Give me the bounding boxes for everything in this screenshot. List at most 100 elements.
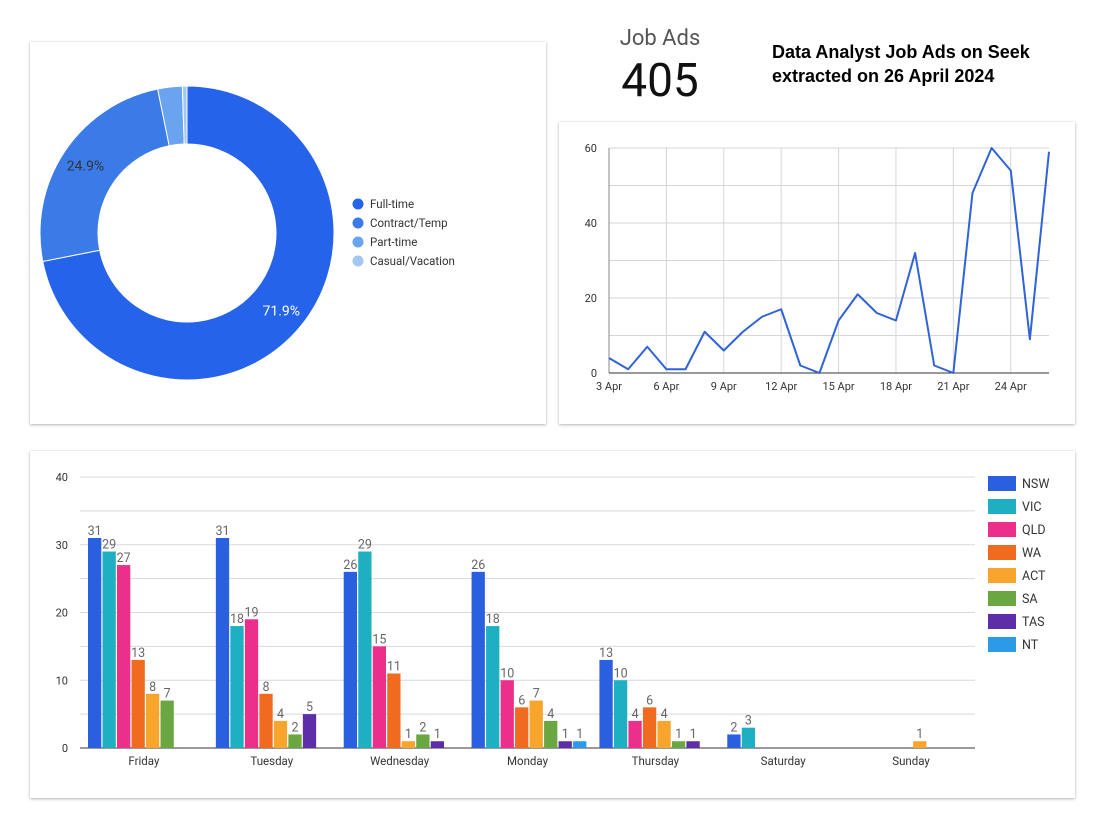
legend-label-nt: NT bbox=[1022, 638, 1039, 653]
legend-label-part-time: Part-time bbox=[370, 235, 417, 249]
bar-sunday-act bbox=[913, 741, 927, 748]
bar-wednesday-sa bbox=[416, 734, 430, 748]
legend-swatch-vic bbox=[988, 499, 1016, 514]
bar-monday-act bbox=[529, 700, 543, 748]
legend-label-casual-vacation: Casual/Vacation bbox=[370, 254, 455, 268]
bar-tuesday-nsw bbox=[215, 537, 230, 748]
bar-wednesday-qld bbox=[372, 646, 387, 748]
bar-monday-nsw bbox=[471, 571, 485, 748]
bar-value-label-tuesday-qld: 19 bbox=[244, 605, 258, 620]
donut-slice-contract-temp bbox=[39, 88, 170, 263]
bar-value-label-friday-act: 8 bbox=[149, 680, 156, 695]
donut-slice-label-full-time: 71.9% bbox=[262, 303, 300, 319]
bar-x-tick-label-saturday: Saturday bbox=[761, 754, 807, 768]
donut-slice-label-contract-temp: 24.9% bbox=[67, 158, 105, 174]
bar-value-label-monday-wa: 6 bbox=[518, 693, 525, 708]
bar-friday-nsw bbox=[88, 537, 102, 748]
bar-friday-vic bbox=[102, 551, 116, 748]
line-y-tick-label: 60 bbox=[585, 142, 597, 155]
bar-monday-nt bbox=[573, 741, 587, 748]
line-x-tick-label: 6 Apr bbox=[653, 380, 679, 393]
bar-value-label-monday-tas: 1 bbox=[562, 727, 569, 742]
bar-value-label-monday-vic: 18 bbox=[486, 612, 500, 627]
bar-value-label-thursday-wa: 6 bbox=[646, 693, 653, 708]
bar-monday-wa bbox=[515, 707, 529, 748]
employment-type-donut-card: 71.9% 24.9% Full-time Contract/Temp Part-tim… bbox=[30, 42, 546, 424]
line-x-tick-label: 12 Apr bbox=[765, 380, 797, 393]
line-x-tick-label: 3 Apr bbox=[596, 380, 622, 393]
line-x-tick-label: 9 Apr bbox=[711, 380, 737, 393]
bar-monday-vic bbox=[486, 626, 500, 748]
bar-value-label-tuesday-tas: 5 bbox=[306, 700, 313, 715]
bar-tuesday-act bbox=[273, 720, 288, 748]
bar-tuesday-tas bbox=[302, 714, 317, 748]
bar-thursday-act bbox=[657, 720, 671, 748]
bar-wednesday-nsw bbox=[343, 571, 358, 748]
bar-value-label-friday-vic: 29 bbox=[102, 538, 116, 553]
job-ads-by-date-card: 3 Apr 6 Apr 9 Apr 12 Apr 15 Apr 18 Apr 21 Apr 2… bbox=[559, 122, 1075, 424]
bar-monday-sa bbox=[544, 720, 558, 748]
legend-label-act: ACT bbox=[1022, 569, 1046, 584]
bar-value-label-tuesday-nsw: 31 bbox=[215, 524, 229, 539]
job-ads-scorecard: Job Ads 405 bbox=[600, 24, 720, 108]
donut-slice-full-time bbox=[42, 85, 335, 381]
legend-label-vic: VIC bbox=[1022, 500, 1042, 515]
bar-value-label-tuesday-wa: 8 bbox=[262, 680, 269, 695]
legend-swatch-nsw bbox=[988, 476, 1016, 491]
bar-value-label-thursday-sa: 1 bbox=[675, 727, 682, 742]
bar-wednesday-wa bbox=[387, 673, 401, 748]
job-ads-by-date-line-chart: 3 Apr 6 Apr 9 Apr 12 Apr 15 Apr 18 Apr 21 Apr 2… bbox=[585, 142, 1050, 393]
bar-friday-wa bbox=[131, 659, 145, 748]
bar-x-tick-label-friday: Friday bbox=[128, 754, 160, 768]
bar-y-tick-label: 0 bbox=[62, 742, 68, 755]
bar-thursday-sa bbox=[671, 741, 686, 748]
line-x-tick-label: 24 Apr bbox=[995, 380, 1027, 393]
legend-label-full-time: Full-time bbox=[370, 197, 414, 211]
legend-swatch-casual-vacation bbox=[352, 255, 364, 267]
bar-value-label-wednesday-vic: 29 bbox=[358, 538, 372, 553]
bar-monday-tas bbox=[558, 741, 572, 748]
bar-value-label-tuesday-vic: 18 bbox=[230, 612, 244, 627]
bar-wednesday-tas bbox=[430, 741, 445, 748]
bar-value-label-wednesday-nsw: 26 bbox=[343, 558, 357, 573]
bar-wednesday-vic bbox=[358, 551, 372, 748]
page-title: Data Analyst Job Ads on Seek extracted o… bbox=[772, 42, 1030, 86]
bar-value-label-wednesday-act: 1 bbox=[405, 727, 412, 742]
bar-value-label-thursday-act: 4 bbox=[661, 707, 668, 722]
bar-value-label-saturday-vic: 3 bbox=[745, 714, 752, 729]
bar-y-tick-label: 30 bbox=[56, 539, 68, 552]
bar-x-tick-label-sunday: Sunday bbox=[892, 754, 930, 768]
legend-swatch-wa bbox=[988, 545, 1016, 560]
bar-value-label-tuesday-sa: 2 bbox=[291, 720, 298, 735]
bar-saturday-vic bbox=[741, 727, 756, 748]
bar-friday-act bbox=[146, 693, 160, 748]
legend-swatch-tas bbox=[988, 614, 1016, 629]
legend-swatch-part-time bbox=[352, 236, 364, 248]
bar-tuesday-qld bbox=[244, 619, 259, 748]
legend-label-wa: WA bbox=[1022, 546, 1041, 561]
bar-value-label-monday-sa: 4 bbox=[547, 707, 554, 722]
bar-friday-sa bbox=[160, 700, 174, 748]
line-x-tick-label: 21 Apr bbox=[937, 380, 969, 393]
scorecard-value: 405 bbox=[621, 54, 699, 108]
legend-swatch-nt bbox=[988, 637, 1016, 652]
legend-label-qld: QLD bbox=[1022, 523, 1046, 538]
bar-x-tick-label-wednesday: Wednesday bbox=[370, 754, 430, 768]
bar-value-label-monday-act: 7 bbox=[533, 687, 540, 702]
bar-value-label-friday-sa: 7 bbox=[164, 687, 171, 702]
legend-swatch-full-time bbox=[352, 198, 364, 210]
line-x-tick-label: 15 Apr bbox=[822, 380, 854, 393]
legend-label-sa: SA bbox=[1022, 592, 1038, 607]
bar-saturday-nsw bbox=[727, 734, 741, 748]
bar-x-tick-label-monday: Monday bbox=[507, 754, 549, 768]
bar-tuesday-sa bbox=[288, 734, 302, 748]
bar-monday-qld bbox=[500, 680, 514, 748]
bar-thursday-qld bbox=[628, 720, 642, 748]
bar-thursday-tas bbox=[686, 741, 700, 748]
bar-thursday-wa bbox=[642, 707, 657, 748]
bar-value-label-thursday-qld: 4 bbox=[632, 707, 639, 722]
bar-y-tick-label: 10 bbox=[56, 674, 68, 687]
bar-value-label-wednesday-wa: 11 bbox=[387, 659, 401, 674]
bar-value-label-monday-nsw: 26 bbox=[471, 558, 485, 573]
bar-value-label-saturday-nsw: 2 bbox=[730, 720, 737, 735]
